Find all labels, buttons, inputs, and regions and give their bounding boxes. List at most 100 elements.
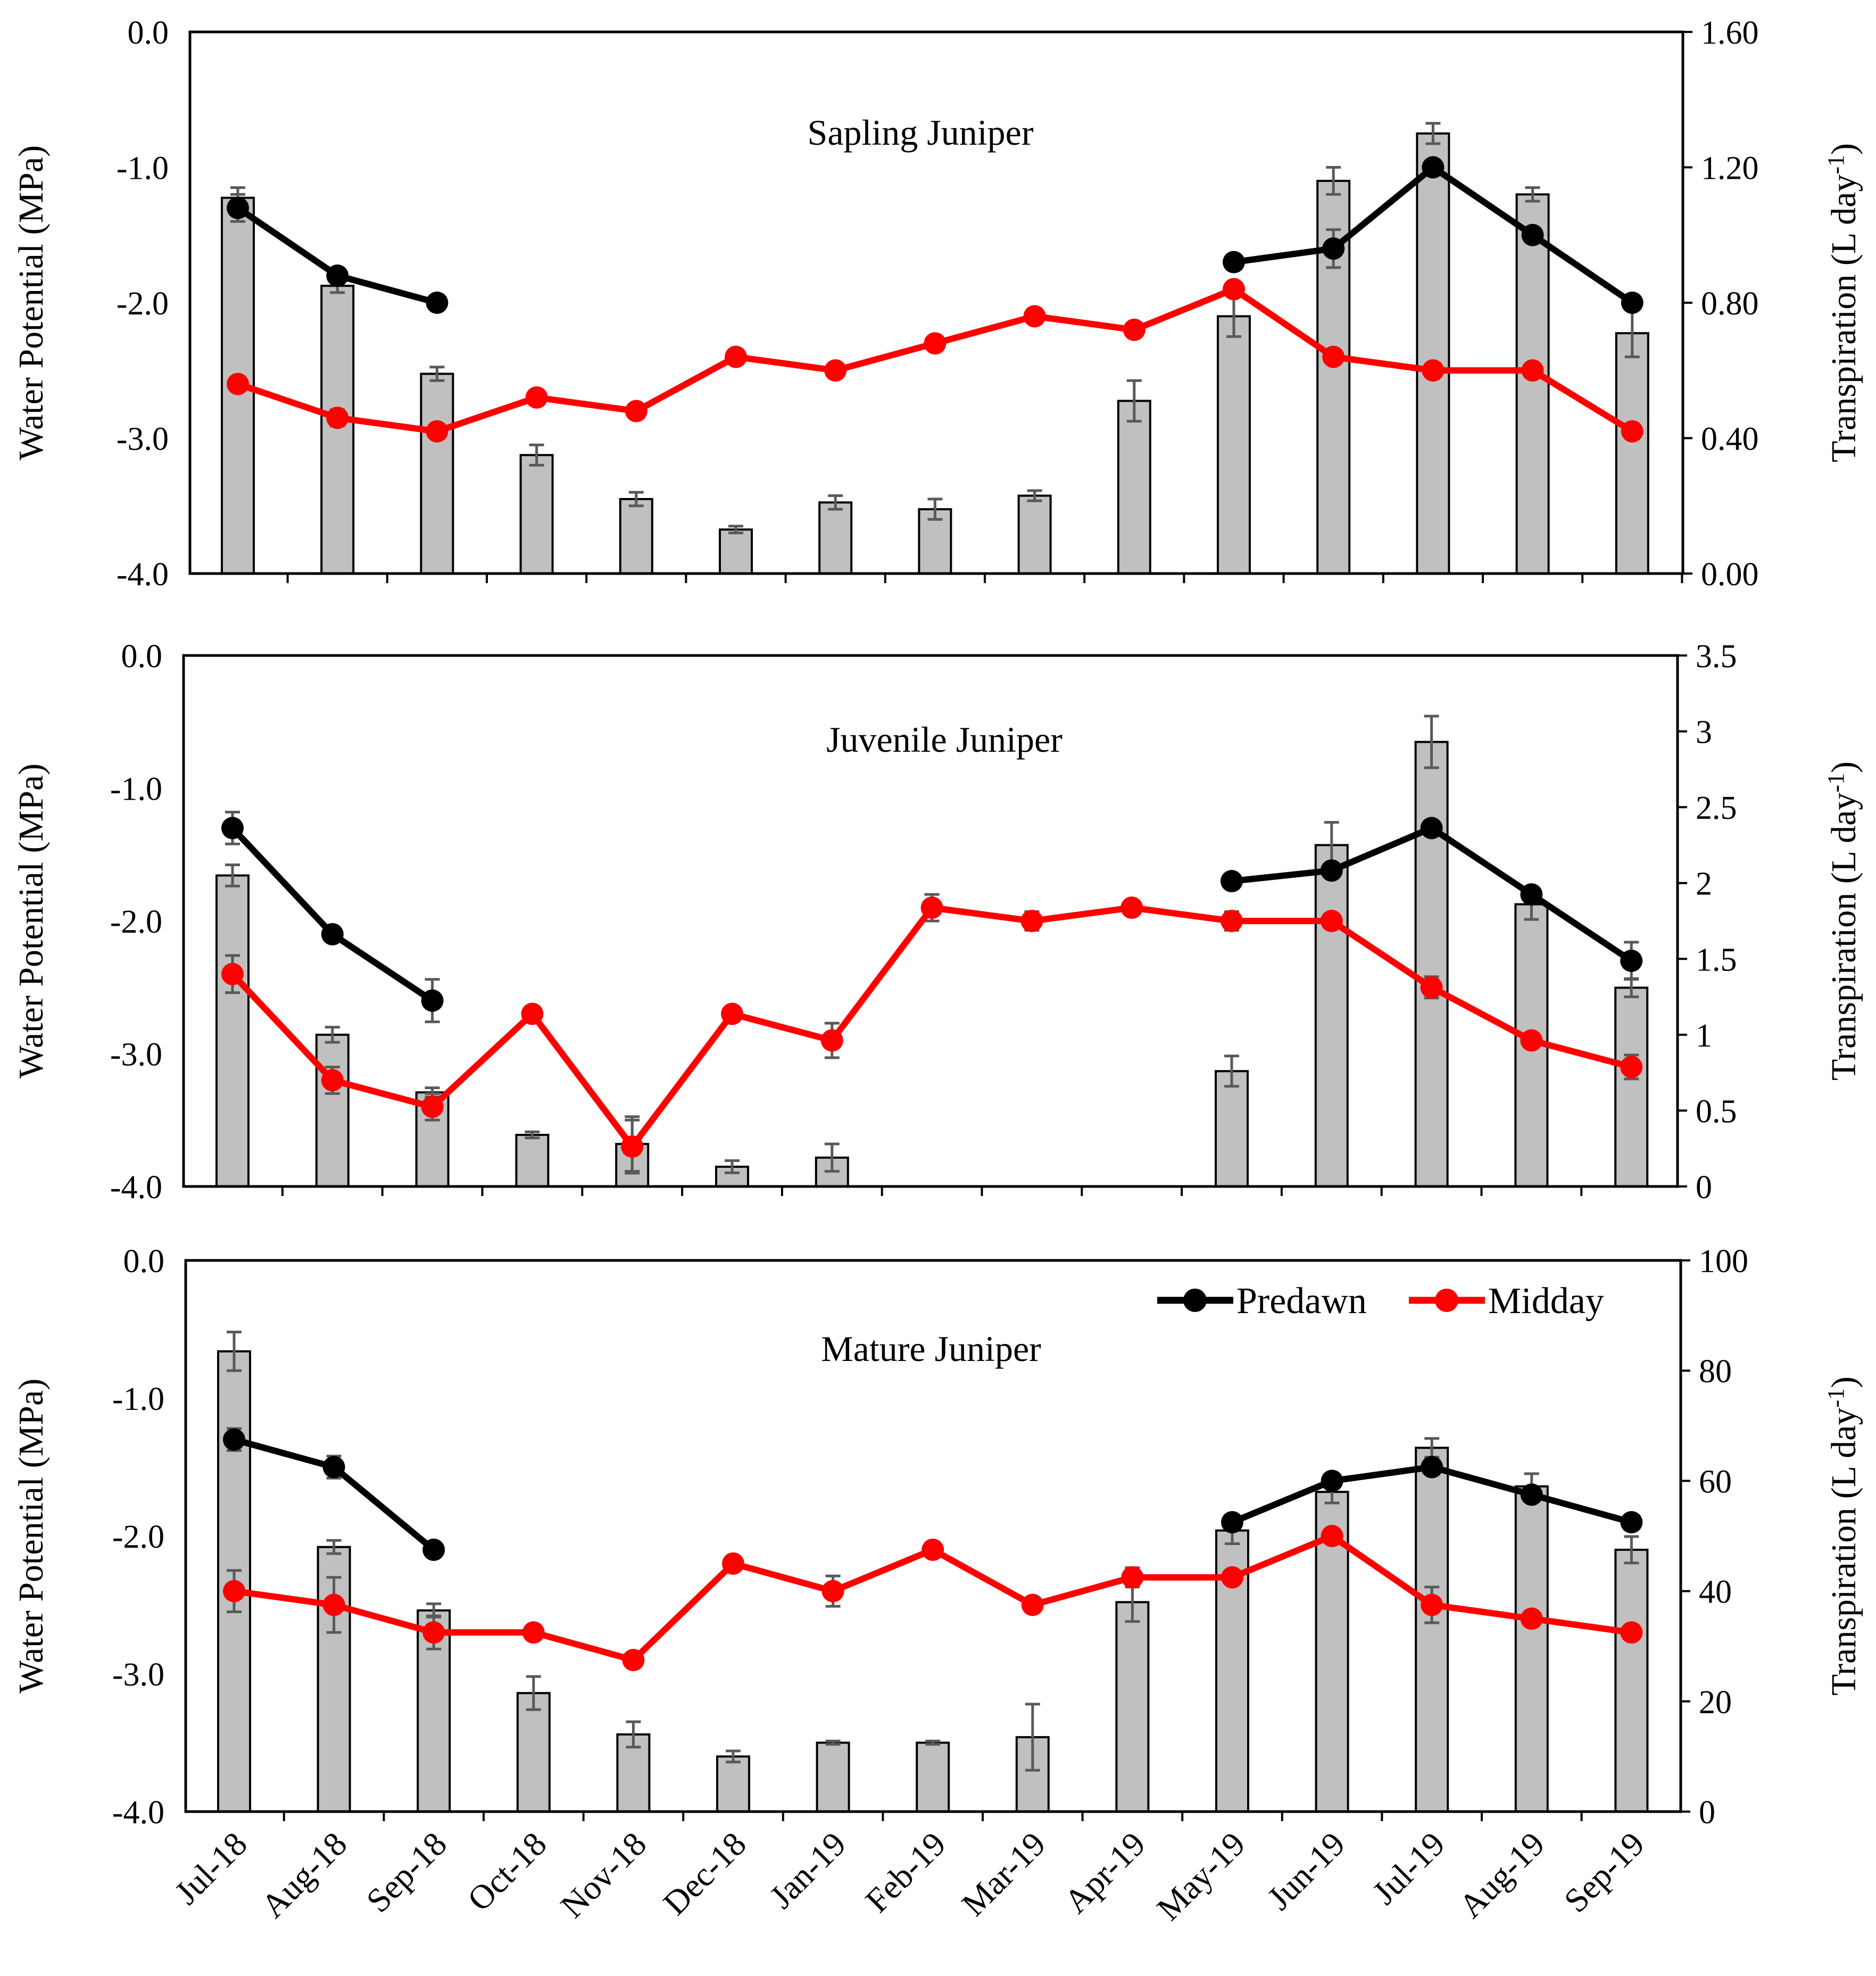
x-axis-month-labels: Jul-18 Aug-18 Sep-18 Oct-18 Nov-18 Dec-18 Jan-… — [168, 1825, 1652, 1928]
predawn-point — [227, 196, 249, 219]
right-axis-title-superscript: -1 — [1823, 155, 1849, 175]
right-tick-label: 20 — [1699, 1684, 1732, 1721]
predawn-point — [1320, 859, 1343, 882]
predawn-point — [223, 1428, 245, 1451]
midday-point — [525, 386, 548, 409]
right-tick-label: 100 — [1699, 1243, 1748, 1280]
month-label: Nov-18 — [553, 1825, 653, 1925]
transpiration-bar — [716, 1755, 750, 1813]
midday-point — [625, 400, 648, 422]
predawn-point — [1422, 156, 1445, 179]
predawn-point — [1520, 883, 1543, 906]
right-axis-title-superscript: -1 — [1823, 1388, 1849, 1408]
predawn-point — [1520, 1483, 1543, 1506]
transpiration-bar — [1215, 1070, 1249, 1188]
transpiration-bar — [420, 372, 454, 575]
left-axis-title: Water Potential (MPa) — [12, 145, 51, 460]
right-axis-title-text: Transpiration (L day — [1824, 793, 1863, 1081]
predawn-point — [1620, 949, 1643, 972]
midday-point — [1321, 1525, 1343, 1547]
right-axis-title-close: ) — [1824, 1376, 1863, 1388]
right-axis-title: Transpiration (L day-1) — [1823, 143, 1863, 462]
right-tick-label: 2 — [1696, 866, 1712, 902]
month-label: Feb-19 — [858, 1825, 953, 1920]
left-tick-label: -4.0 — [112, 1795, 164, 1831]
predawn-point — [322, 1456, 345, 1479]
left-axis-title: Water Potential (MPa) — [12, 1379, 51, 1693]
midday-point — [924, 332, 947, 355]
month-label: Sep-19 — [1557, 1825, 1651, 1920]
transpiration-bar — [1115, 1601, 1150, 1813]
predawn-point — [421, 989, 444, 1012]
left-tick-label: -2.0 — [112, 1519, 164, 1555]
month-label: Jul-19 — [1365, 1825, 1452, 1912]
legend-predawn-label: Predawn — [1236, 1281, 1367, 1322]
midday-point — [1020, 910, 1043, 932]
midday-point — [1521, 359, 1544, 382]
transpiration-bar — [315, 1033, 350, 1188]
month-label: Jul-18 — [168, 1825, 254, 1912]
left-tick-label: -4.0 — [110, 1169, 162, 1206]
left-tick-label: -1.0 — [110, 771, 162, 808]
right-tick-label: 1.20 — [1701, 151, 1759, 187]
midday-point — [1620, 1056, 1643, 1078]
transpiration-bar — [1217, 315, 1251, 575]
midday-point — [722, 1552, 744, 1575]
midday-point — [426, 420, 449, 443]
transpiration-bar — [1614, 1548, 1649, 1813]
transpiration-bar — [816, 1741, 850, 1813]
midday-point — [922, 1538, 944, 1561]
midday-point — [1420, 976, 1443, 999]
midday-point — [326, 406, 349, 429]
transpiration-bar — [1615, 332, 1649, 575]
left-tick-label: 0.0 — [123, 1243, 165, 1280]
right-axis-title-text: Transpiration (L day — [1824, 1408, 1863, 1696]
right-axis-title-text: Transpiration (L day — [1824, 175, 1863, 462]
transpiration-bar — [1314, 844, 1349, 1188]
transpiration-bar — [515, 1134, 550, 1188]
predawn-point — [221, 817, 244, 840]
predawn-point — [1421, 1456, 1443, 1479]
transpiration-bar — [1515, 193, 1550, 575]
transpiration-bar — [619, 498, 653, 575]
transpiration-bar — [519, 454, 554, 575]
midday-point — [725, 345, 747, 368]
panel-sapling-juniper: 0.0-1.0-2.0-3.0-4.01.601.200.800.400.00 … — [12, 15, 1863, 593]
midday-point — [227, 372, 249, 395]
transpiration-bar — [1514, 1485, 1549, 1813]
left-tick-label: -3.0 — [110, 1037, 162, 1073]
left-tick-label: -2.0 — [117, 286, 169, 322]
midday-point — [521, 1002, 544, 1025]
predawn-point — [1322, 237, 1345, 260]
transpiration-bar — [1117, 400, 1151, 575]
transpiration-bar — [719, 528, 753, 575]
left-tick-label: 0.0 — [121, 638, 163, 675]
midday-point — [1221, 910, 1243, 932]
midday-point — [1520, 1029, 1543, 1052]
legend-midday-label: Midday — [1488, 1281, 1604, 1322]
midday-point — [1021, 1593, 1044, 1616]
panel-title: Sapling Juniper — [808, 112, 1034, 153]
month-label: Aug-19 — [1451, 1825, 1551, 1925]
month-label: Jan-19 — [762, 1825, 853, 1916]
predawn-point — [1521, 223, 1544, 246]
right-tick-label: 0 — [1696, 1169, 1712, 1206]
right-axis-title-superscript: -1 — [1823, 773, 1849, 793]
predawn-point — [321, 923, 344, 945]
legend-midday-marker — [1435, 1289, 1458, 1312]
midday-point — [421, 1095, 444, 1118]
midday-point — [1520, 1607, 1543, 1630]
predawn-point — [1223, 251, 1245, 273]
right-tick-label: 3.5 — [1696, 638, 1737, 675]
predawn-point — [1620, 1511, 1643, 1534]
midday-point — [1120, 896, 1143, 919]
midday-point — [321, 1069, 344, 1092]
midday-point — [322, 1593, 345, 1616]
month-label: Sep-18 — [359, 1825, 454, 1920]
predawn-point — [1420, 817, 1443, 840]
left-tick-label: -2.0 — [110, 904, 162, 940]
plot-frame — [184, 1259, 1682, 1813]
midday-point — [1620, 1621, 1643, 1644]
midday-point — [223, 1580, 245, 1603]
midday-point — [1223, 278, 1245, 301]
